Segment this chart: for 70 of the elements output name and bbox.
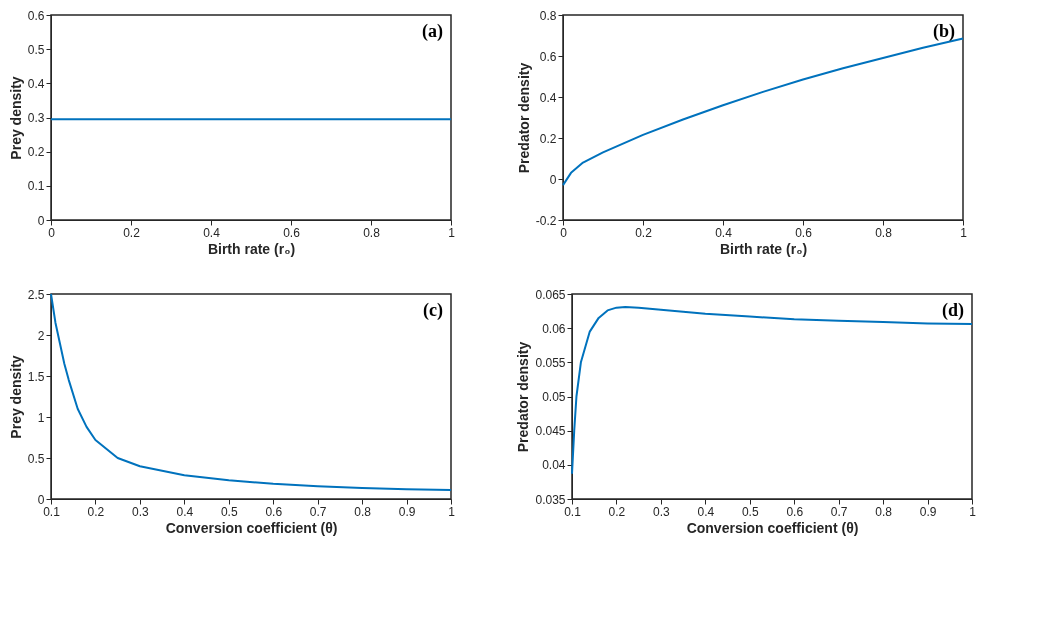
x-tick-label: 0.6 — [265, 504, 283, 519]
x-tick-label: 0.5 — [741, 504, 759, 519]
x-tick-label: 0.9 — [398, 504, 416, 519]
y-tick-label: 0.065 — [535, 287, 566, 302]
y-tick-label: 0.04 — [542, 458, 566, 473]
y-tick-label: 0.6 — [27, 8, 45, 23]
x-tick-label: 1 — [448, 504, 456, 519]
x-tick-label: 0 — [48, 225, 56, 240]
x-tick-label: 0.6 — [786, 504, 804, 519]
x-tick-label: 1 — [960, 225, 968, 240]
x-tick-label: 0.4 — [176, 504, 194, 519]
x-tick-label: 0.4 — [697, 504, 715, 519]
x-tick-label: 0.7 — [309, 504, 327, 519]
x-tick-label: 0.3 — [132, 504, 150, 519]
y-tick-label: 0.2 — [27, 145, 45, 160]
y-tick-label: 0.06 — [542, 321, 566, 336]
x-tick-label: 1 — [448, 225, 456, 240]
x-tick-label: 0.2 — [87, 504, 105, 519]
annotation: (a) — [422, 21, 443, 42]
x-tick-label: 0.5 — [220, 504, 238, 519]
y-tick-label: 0.5 — [27, 451, 45, 466]
x-tick-label: 0.4 — [203, 225, 221, 240]
y-tick-label: 0.2 — [539, 131, 557, 146]
x-tick-label: 0.8 — [363, 225, 381, 240]
y-tick-label: 0.8 — [539, 8, 557, 23]
y-axis-title: Prey density — [7, 355, 24, 439]
y-tick-label: 0.055 — [535, 355, 566, 370]
y-tick-label: 0 — [549, 172, 557, 187]
x-axis-title: Birth rate (r₀) — [719, 240, 808, 257]
x-tick-label: 0.2 — [123, 225, 141, 240]
y-tick-label: 2 — [37, 328, 45, 343]
x-tick-label: 1 — [969, 504, 977, 519]
x-tick-label: 0.2 — [635, 225, 653, 240]
line-series — [571, 305, 973, 475]
y-tick-label: 0.05 — [542, 390, 566, 404]
x-tick-label: 0.3 — [653, 504, 671, 519]
x-tick-label: 0.6 — [795, 225, 813, 240]
x-tick-label: 0.8 — [875, 504, 893, 519]
x-tick-label: 0.7 — [830, 504, 848, 519]
y-tick-label: 0.035 — [535, 492, 566, 507]
x-tick-label: 0.9 — [919, 504, 937, 519]
x-tick-label: 0.1 — [564, 504, 582, 519]
annotation: (b) — [933, 21, 955, 42]
line-series — [50, 293, 452, 491]
y-tick-label: 0 — [37, 492, 45, 507]
x-axis-title: Birth rate (r₀) — [207, 240, 296, 257]
y-tick-label: 1.5 — [27, 369, 45, 384]
y-axis-title: Prey density — [7, 76, 24, 160]
annotation: (d) — [942, 300, 964, 321]
x-tick-label: 0.4 — [715, 225, 733, 240]
y-tick-label: 0.4 — [27, 76, 45, 91]
y-tick-label: 0.3 — [27, 111, 45, 125]
x-tick-label: 0.8 — [354, 504, 372, 519]
y-axis-title: Predator density — [515, 62, 532, 174]
y-tick-label: 0.6 — [539, 49, 557, 64]
x-tick-label: 0.8 — [875, 225, 893, 240]
y-tick-label: 0 — [37, 213, 45, 228]
y-tick-label: -0.2 — [535, 213, 557, 228]
annotation: (c) — [423, 300, 443, 321]
y-tick-label: 0.5 — [27, 42, 45, 57]
y-tick-label: 0.045 — [535, 424, 566, 439]
y-axis-title: Predator density — [515, 341, 532, 453]
x-axis-title: Conversion coefficient (θ) — [686, 519, 859, 536]
y-tick-label: 1 — [37, 410, 45, 425]
x-tick-label: 0.2 — [608, 504, 626, 519]
x-axis-title: Conversion coefficient (θ) — [165, 519, 338, 536]
y-tick-label: 0.1 — [27, 179, 45, 194]
y-tick-label: 0.4 — [539, 90, 557, 105]
x-tick-label: 0.6 — [283, 225, 301, 240]
y-tick-label: 2.5 — [27, 287, 45, 302]
